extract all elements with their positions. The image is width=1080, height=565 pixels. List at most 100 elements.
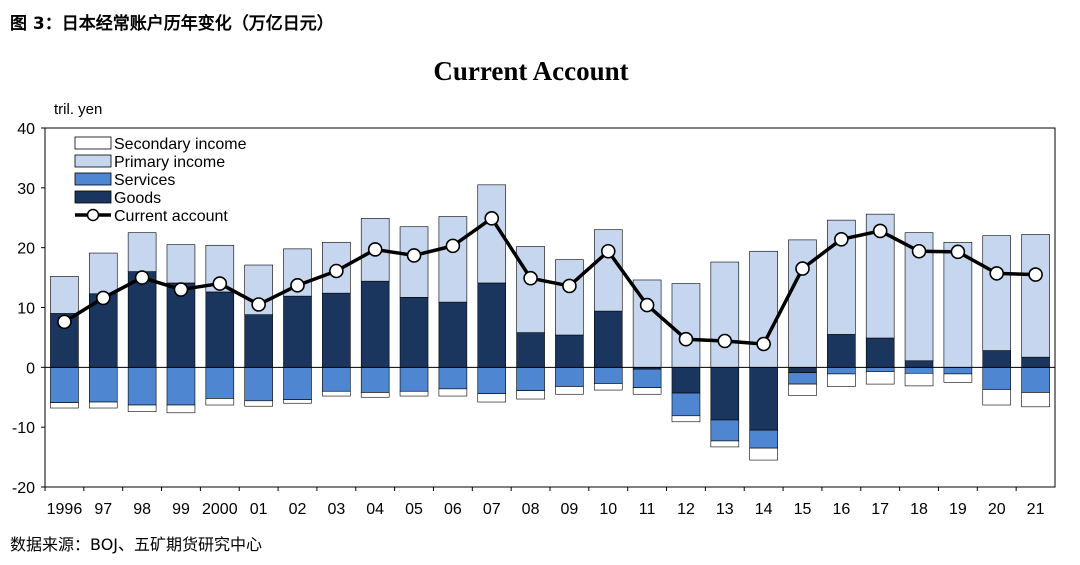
bar-goods xyxy=(827,334,856,368)
bar-primary-income xyxy=(943,241,973,368)
bar-secondary-income xyxy=(283,399,312,404)
x-tick-label: 2000 xyxy=(202,501,238,518)
bar-goods xyxy=(399,297,429,368)
bar-services xyxy=(1021,367,1050,393)
bar-secondary-income xyxy=(516,390,545,400)
bar-services xyxy=(904,367,934,374)
current-account-point xyxy=(173,282,189,297)
bar-secondary-income xyxy=(477,393,507,403)
bar-secondary-income xyxy=(632,387,662,395)
x-tick-label: 11 xyxy=(639,501,656,518)
bar-secondary-income xyxy=(360,392,390,398)
source-note: 数据来源：BOJ、五矿期货研究中心 xyxy=(10,535,263,554)
bar-secondary-income xyxy=(127,404,157,412)
bar-services xyxy=(827,367,856,375)
bar-goods xyxy=(127,271,157,368)
bar-goods xyxy=(244,314,273,368)
current-account-point xyxy=(134,270,150,285)
current-account-point xyxy=(445,238,461,254)
legend-label: Secondary income xyxy=(114,136,247,153)
bar-primary-income xyxy=(127,232,157,272)
bar-primary-income xyxy=(166,244,196,284)
bar-secondary-income xyxy=(88,401,118,409)
current-account-point xyxy=(212,276,228,291)
bar-services xyxy=(322,367,351,392)
x-tick-label: 03 xyxy=(327,501,345,518)
x-tick-label: 15 xyxy=(794,501,812,518)
legend-label: Services xyxy=(114,172,175,189)
bar-goods xyxy=(904,360,934,368)
legend-swatch xyxy=(74,154,112,168)
legend-label: Current account xyxy=(114,208,228,225)
bar-secondary-income xyxy=(788,383,817,396)
figure-caption: 图 3：日本经常账户历年变化（万亿日元） xyxy=(10,14,334,34)
x-tick-label: 20 xyxy=(988,501,1006,518)
current-account-point xyxy=(756,336,771,352)
x-tick-label: 08 xyxy=(522,501,540,518)
x-tick-label: 01 xyxy=(250,501,268,518)
current-account-point xyxy=(367,242,383,257)
x-tick-label: 19 xyxy=(949,501,967,518)
bar-primary-income xyxy=(50,276,79,314)
x-tick-label: 07 xyxy=(483,501,501,518)
y-tick-label: -10 xyxy=(12,420,35,437)
x-tick-label: 10 xyxy=(599,501,617,518)
x-tick-label: 13 xyxy=(716,501,734,518)
bar-secondary-income xyxy=(827,373,856,387)
current-account-point xyxy=(911,243,927,259)
x-tick-label: 16 xyxy=(832,501,850,518)
bar-primary-income xyxy=(982,235,1012,351)
bar-goods xyxy=(283,295,312,368)
x-tick-label: 02 xyxy=(289,501,307,518)
bar-goods xyxy=(477,282,507,368)
current-account-point xyxy=(989,266,1005,281)
current-account-point xyxy=(600,243,616,259)
x-tick-label: 1996 xyxy=(47,501,83,518)
bar-services xyxy=(166,367,196,406)
legend-swatch xyxy=(74,190,112,204)
bar-goods xyxy=(710,367,740,421)
legend-marker xyxy=(86,208,100,222)
bar-services xyxy=(516,367,545,391)
x-tick-label: 99 xyxy=(172,501,190,518)
bar-primary-income xyxy=(788,239,817,368)
bar-secondary-income xyxy=(904,373,934,387)
current-account-point xyxy=(406,248,422,263)
current-account-point xyxy=(95,290,111,306)
bar-services xyxy=(632,368,662,388)
current-account-point xyxy=(1028,267,1043,282)
y-tick-label: 30 xyxy=(17,181,35,198)
bar-services xyxy=(283,367,312,400)
bar-primary-income xyxy=(516,246,545,333)
current-account-point xyxy=(523,270,538,286)
current-account-point xyxy=(872,223,888,239)
bar-services xyxy=(943,367,973,375)
current-account-point xyxy=(329,263,344,279)
current-account-point xyxy=(678,331,694,347)
x-tick-label: 12 xyxy=(677,501,695,518)
x-tick-label: 05 xyxy=(405,501,423,518)
x-tick-label: 21 xyxy=(1027,501,1045,518)
bar-primary-income xyxy=(555,259,584,336)
y-tick-label: -20 xyxy=(12,480,35,497)
current-account-point xyxy=(639,297,655,313)
legend-swatch xyxy=(74,172,112,186)
bar-services xyxy=(865,367,895,372)
bar-primary-income xyxy=(710,261,740,368)
bar-services xyxy=(788,372,817,385)
bar-secondary-income xyxy=(749,447,778,461)
y-tick-label: 40 xyxy=(17,121,35,138)
bar-primary-income xyxy=(671,283,701,368)
bar-services xyxy=(438,367,468,390)
x-tick-label: 06 xyxy=(444,501,462,518)
bar-secondary-income xyxy=(943,373,973,383)
bar-goods xyxy=(166,282,196,368)
bar-goods xyxy=(982,350,1012,368)
bar-services xyxy=(593,367,623,384)
plot-frame xyxy=(44,127,1056,488)
y-axis-unit-label: tril. yen xyxy=(54,101,103,118)
bar-services xyxy=(671,392,701,417)
current-account-point xyxy=(950,244,966,260)
x-tick-label: 17 xyxy=(871,501,889,518)
bar-services xyxy=(88,367,118,403)
